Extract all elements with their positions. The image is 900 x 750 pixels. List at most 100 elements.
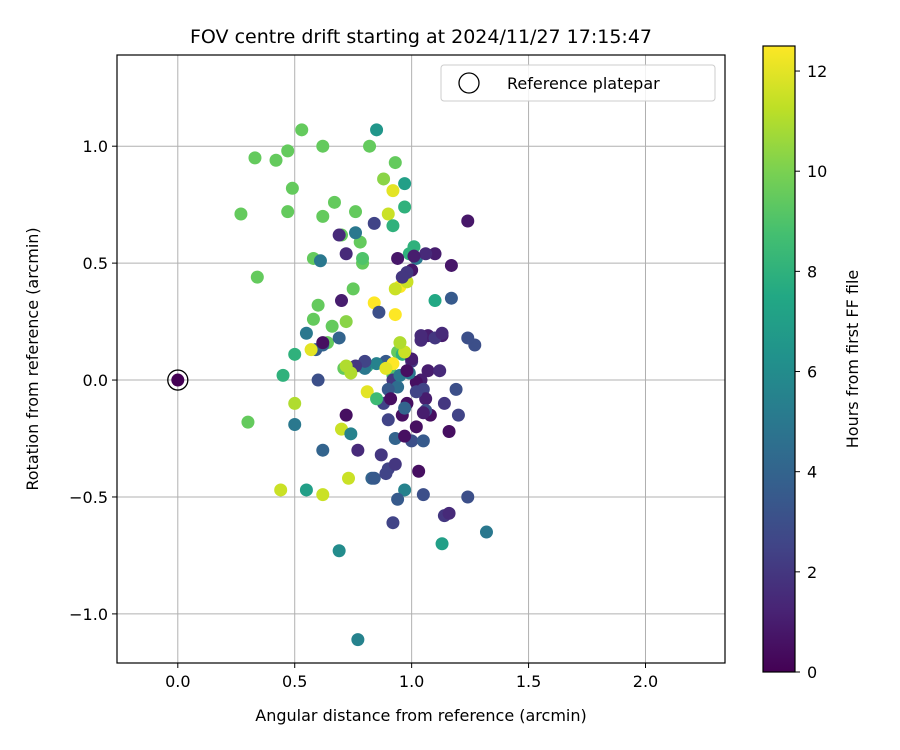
data-point [367,216,381,230]
data-point [349,226,363,240]
data-point [398,200,412,214]
y-tick-label: 1.0 [83,137,108,156]
data-point [391,251,405,265]
data-point [416,488,430,502]
data-point [313,254,327,268]
data-point [367,471,381,485]
data-point [351,633,365,647]
data-point [384,392,398,406]
data-point [386,516,400,530]
data-point [442,424,456,438]
data-point [461,214,475,228]
plot-frame [116,54,726,664]
colorbar-ticks: 0 2 4 6 8 10 12 [795,62,827,682]
data-point [356,251,370,265]
data-point [339,408,353,422]
data-point [386,184,400,198]
data-point [461,490,475,504]
data-point [398,177,412,191]
data-point [349,205,363,219]
data-point [388,282,402,296]
data-point [407,240,421,254]
data-point [285,181,299,195]
data-point [393,336,407,350]
y-tick-label: 0.5 [83,254,108,273]
y-ticks: −1.0 −0.5 0.0 0.5 1.0 [69,137,117,624]
data-point [316,336,330,350]
data-point [409,385,423,399]
data-point [281,144,295,158]
data-point [398,429,412,443]
data-point [433,364,447,378]
data-point [276,368,290,382]
data-point [388,308,402,322]
data-point [288,396,302,410]
reference-marker-dot [171,373,185,387]
data-point [421,364,435,378]
y-tick-label: −1.0 [69,605,108,624]
data-point [344,366,358,380]
data-point [304,343,318,357]
data-point [250,270,264,284]
grid [117,55,725,663]
data-point [391,492,405,506]
data-point [374,448,388,462]
y-axis-label: Rotation from reference (arcmin) [23,227,42,490]
data-point [288,417,302,431]
colorbar-label: Hours from first FF file [843,270,862,449]
data-point [444,258,458,272]
data-point [419,247,433,261]
y-tick-label: 0.0 [83,371,108,390]
data-point [419,392,433,406]
data-point [311,373,325,387]
data-point [334,294,348,308]
x-ticks: 0.0 0.5 1.0 1.5 2.0 [165,663,658,691]
data-point [295,123,309,137]
data-point [461,331,475,345]
data-point [344,427,358,441]
data-point [398,483,412,497]
data-point [395,270,409,284]
data-point [311,298,325,312]
data-point [288,347,302,361]
x-tick-label: 2.0 [633,672,658,691]
data-point [339,315,353,329]
data-point [409,420,423,434]
data-point [379,361,393,375]
data-point [381,413,395,427]
data-point [299,483,313,497]
data-point [363,139,377,153]
data-point [381,207,395,221]
colorbar-tick-label: 10 [807,162,827,181]
x-axis-label: Angular distance from reference (arcmin) [255,706,586,725]
data-point [316,209,330,223]
data-points [234,123,493,647]
colorbar-tick-label: 12 [807,62,827,81]
data-point [444,291,458,305]
data-point [388,156,402,170]
legend: Reference platepar [440,64,716,102]
data-point [416,434,430,448]
chart-title: FOV centre drift starting at 2024/11/27 … [190,26,652,48]
data-point [316,139,330,153]
data-point [234,207,248,221]
data-point [386,219,400,233]
colorbar-gradient [762,45,796,673]
data-point [479,525,493,539]
data-point [332,228,346,242]
data-point [306,312,320,326]
data-point [414,329,428,343]
data-point [370,123,384,137]
data-point [449,382,463,396]
y-tick-label: −0.5 [69,488,108,507]
data-point [379,467,393,481]
data-point [451,408,465,422]
data-point [339,247,353,261]
data-point [437,396,451,410]
data-point [269,153,283,167]
data-point [442,506,456,520]
data-point [241,415,255,429]
data-point [316,443,330,457]
legend-entry-reference: Reference platepar [507,74,660,93]
